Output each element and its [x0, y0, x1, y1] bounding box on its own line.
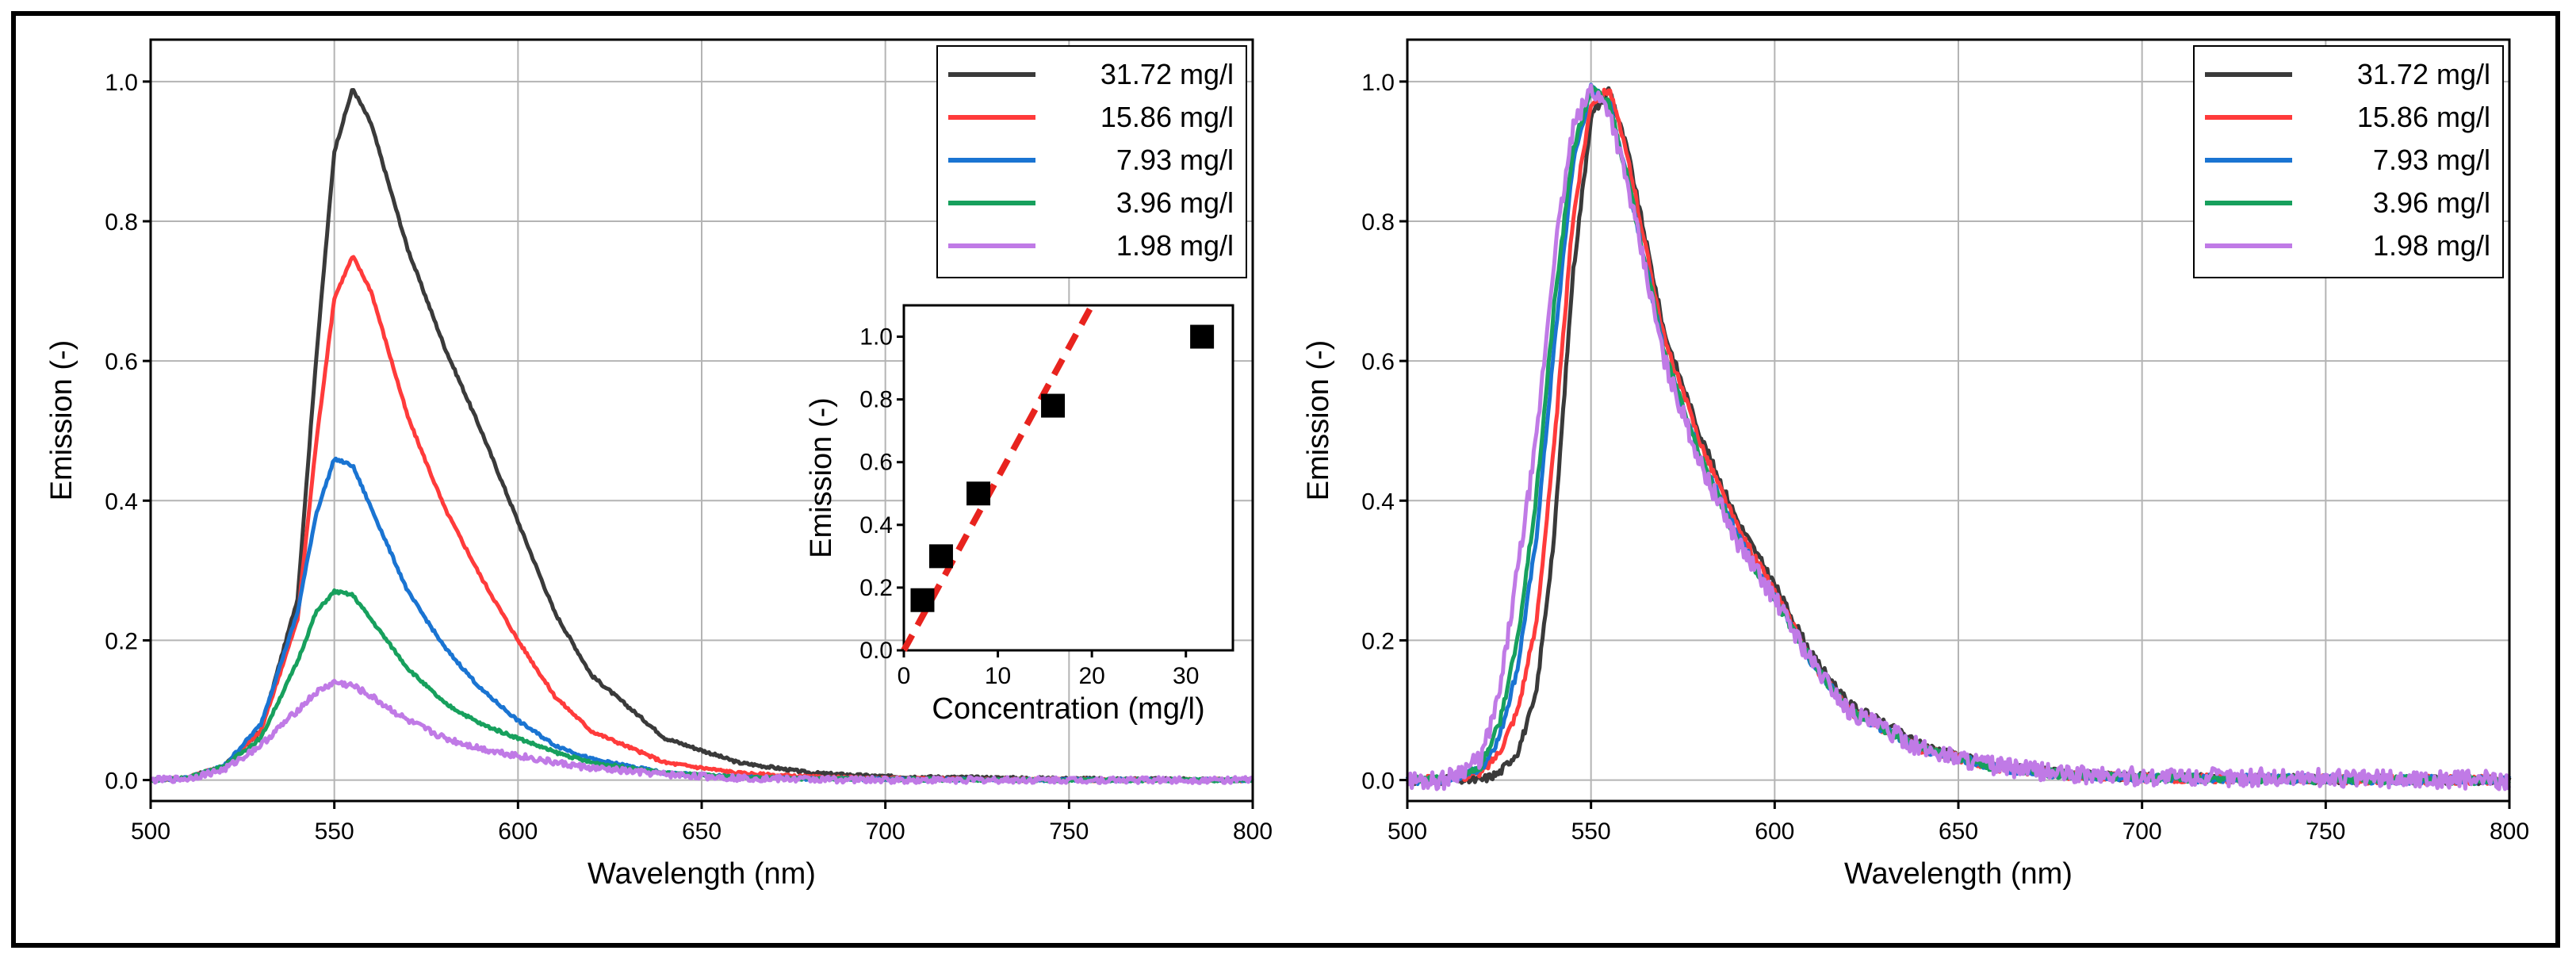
y-tick-label: 0.4 [105, 489, 138, 515]
series-line-5 [1405, 83, 2512, 791]
inset-x-tick-label: 30 [1173, 663, 1199, 689]
y-tick-label: 1.0 [1361, 70, 1395, 96]
inset-x-tick-label: 10 [985, 663, 1011, 689]
chart-panel-3: 500 550 600 650 700 750 800 0.0 0.2 0.4 0.6 0.8 1.0 W… [1302, 38, 2529, 891]
x-tick-label: 700 [866, 818, 905, 845]
x-tick-label: 800 [2490, 818, 2529, 845]
x-tick-label: 650 [682, 818, 722, 845]
y-tick-label: 0.2 [105, 628, 138, 654]
x-tick-label: 800 [1233, 818, 1273, 845]
inset-frame [902, 304, 1234, 652]
y-axis-title: Emission (-) [45, 340, 78, 501]
x-tick-label: 750 [2306, 818, 2345, 845]
data-point-3 [966, 481, 991, 506]
inset-x-axis-title: Concentration (mg/l) [932, 692, 1204, 726]
inset-y-tick-label: 0.2 [859, 575, 893, 601]
legend-label-1: 31.72 mg/l [1100, 58, 1234, 90]
figure-svg: 500 550 600 650 700 750 800 0.0 0.2 0.4 0.6 0.8 1.0 W… [45, 38, 2529, 891]
legend-label-3: 7.93 mg/l [1116, 144, 1234, 176]
chart-panel-1: 500 550 600 650 700 750 800 0.0 0.2 0.4 0.6 0.8 1.0 W… [45, 38, 1273, 891]
y-axis-title: Emission (-) [1302, 340, 1335, 501]
legend-label-4: 3.96 mg/l [2373, 186, 2490, 219]
x-tick-label: 600 [1755, 818, 1794, 845]
x-tick-label: 750 [1049, 818, 1089, 845]
legend-label-3: 7.93 mg/l [2373, 144, 2490, 176]
data-point-5 [1190, 324, 1215, 349]
legend: 31.72 mg/l 15.86 mg/l 7.93 mg/l 3.96 mg/l 1.… [2193, 45, 2504, 278]
inset-y-axis-title: Emission (-) [805, 397, 838, 558]
figure-frame: 500 550 600 650 700 750 800 0.0 0.2 0.4 0.6 0.8 1.0 W… [11, 11, 2560, 948]
x-tick-label: 650 [1939, 818, 1978, 845]
legend-label-1: 31.72 mg/l [2357, 58, 2490, 90]
data-point-2 [928, 544, 953, 569]
inset-y-tick-label: 1.0 [859, 324, 893, 351]
x-tick-label: 550 [315, 818, 354, 845]
inset-x-tick-label: 0 [898, 663, 911, 689]
y-tick-label: 0.6 [105, 349, 138, 375]
inset-chart: 0 10 20 30 0.0 0.2 0.4 0.6 0.8 1.0 Concentration (… [805, 304, 1234, 726]
series-line-5 [149, 678, 1254, 785]
y-tick-label: 0.0 [105, 768, 138, 795]
inset-y-tick-label: 0.6 [859, 450, 893, 476]
x-tick-label: 600 [498, 818, 538, 845]
data-point-4 [1041, 393, 1066, 418]
x-axis-title: Wavelength (nm) [588, 857, 816, 891]
x-tick-label: 700 [2122, 818, 2162, 845]
data-point-1 [910, 588, 935, 612]
legend: 31.72 mg/l 15.86 mg/l 7.93 mg/l 3.96 mg/l 1.… [936, 45, 1247, 278]
x-tick-label: 500 [131, 818, 170, 845]
inset-y-tick-label: 0.8 [859, 387, 893, 413]
legend-label-2: 15.86 mg/l [2357, 101, 2490, 133]
y-tick-label: 1.0 [105, 70, 138, 96]
legend-label-4: 3.96 mg/l [1116, 186, 1234, 219]
legend-label-5: 1.98 mg/l [2373, 229, 2490, 262]
y-tick-label: 0.0 [1361, 768, 1395, 795]
y-tick-label: 0.6 [1361, 349, 1395, 375]
inset-x-tick-label: 20 [1078, 663, 1104, 689]
inset-y-tick-label: 0.4 [859, 512, 893, 538]
y-tick-label: 0.2 [1361, 628, 1395, 654]
x-axis-title: Wavelength (nm) [1844, 857, 2073, 891]
x-tick-label: 500 [1388, 818, 1427, 845]
inset-y-tick-label: 0.0 [859, 638, 893, 664]
fit-line [901, 304, 1095, 652]
y-tick-label: 0.8 [1361, 209, 1395, 236]
legend-label-5: 1.98 mg/l [1116, 229, 1234, 262]
legend-label-2: 15.86 mg/l [1100, 101, 1234, 133]
x-tick-label: 550 [1571, 818, 1611, 845]
y-tick-label: 0.4 [1361, 489, 1395, 515]
y-tick-label: 0.8 [105, 209, 138, 236]
